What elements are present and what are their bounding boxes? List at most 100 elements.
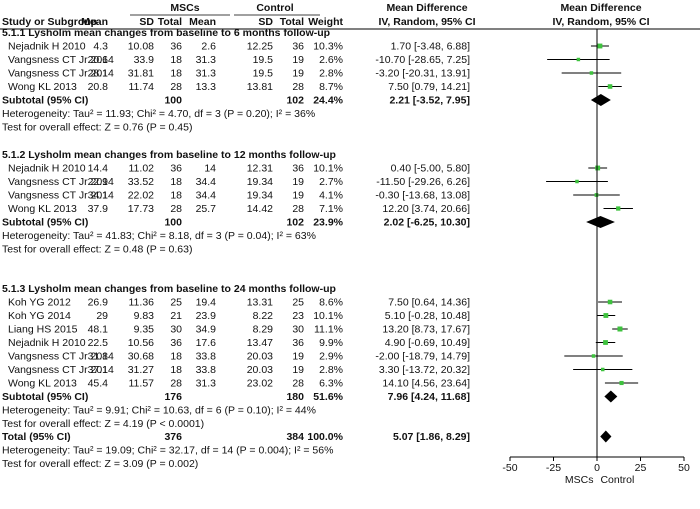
- study-mean-control: 19.4: [196, 297, 217, 309]
- study-weight: 7.1%: [319, 203, 343, 215]
- study-sd-msc: 11.02: [129, 163, 155, 175]
- favours-right-label: Control: [600, 474, 634, 486]
- column-header: Mean: [81, 16, 108, 28]
- total-total-control: 384: [286, 431, 304, 443]
- study-sd-control: 13.31: [247, 297, 273, 309]
- subgroup-overall-test: Test for overall effect: Z = 0.48 (P = 0…: [2, 244, 192, 256]
- subtotal-label: Subtotal (95% CI): [2, 391, 88, 403]
- study-sd-control: 13.47: [247, 337, 273, 349]
- study-total-msc: 18: [170, 54, 182, 66]
- study-sd-control: 14.42: [247, 203, 273, 215]
- study-mean-msc: 37.1: [88, 364, 109, 376]
- subgroup-heterogeneity: Heterogeneity: Tau² = 41.83; Chi² = 8.18…: [2, 230, 316, 242]
- study-ci: 3.30 [-13.72, 20.32]: [379, 364, 470, 376]
- study-ci: -10.70 [-28.65, 7.25]: [375, 54, 470, 66]
- study-ci: 1.70 [-3.48, 6.88]: [391, 41, 470, 53]
- study-weight: 2.8%: [319, 364, 343, 376]
- study-total-msc: 18: [170, 364, 182, 376]
- subtotal-weight: 23.9%: [313, 217, 343, 229]
- study-point: [607, 84, 613, 89]
- study-mean-msc: 4.3: [93, 41, 108, 53]
- study-sd-msc: 11.57: [129, 378, 155, 390]
- study-name: Vangsness CT Jr 2014: [8, 351, 114, 363]
- study-total-msc: 21: [170, 310, 182, 322]
- total-label: Total (95% CI): [2, 431, 71, 443]
- study-sd-msc: 11.36: [129, 297, 155, 309]
- subtotal-total-msc: 100: [164, 217, 182, 229]
- total-total-msc: 376: [164, 431, 182, 443]
- study-point: [607, 299, 613, 305]
- study-point: [575, 179, 579, 184]
- study-sd-control: 23.02: [247, 378, 273, 390]
- study-sd-control: 8.22: [253, 310, 274, 322]
- study-total-control: 19: [292, 54, 304, 66]
- study-sd-msc: 30.68: [128, 351, 154, 363]
- subtotal-total-control: 180: [286, 391, 304, 403]
- subtotal-ci: 2.21 [-3.52, 7.95]: [389, 95, 470, 107]
- study-point: [589, 71, 594, 75]
- study-ci: 14.10 [4.56, 23.64]: [382, 378, 470, 390]
- study-mean-msc: 37.9: [88, 203, 109, 215]
- study-total-control: 36: [292, 337, 304, 349]
- x-axis-tick-label: 25: [635, 462, 647, 474]
- study-total-msc: 30: [170, 324, 182, 336]
- study-weight: 2.7%: [319, 176, 343, 188]
- subtotal-diamond: [590, 94, 611, 106]
- study-mean-msc: 26.9: [88, 297, 109, 309]
- study-total-msc: 25: [170, 297, 182, 309]
- study-weight: 8.7%: [319, 81, 343, 93]
- study-total-msc: 36: [170, 337, 182, 349]
- effect-header-plot: Mean Difference: [560, 2, 641, 14]
- study-weight: 10.3%: [313, 41, 343, 53]
- study-ci: 4.90 [-0.69, 10.49]: [385, 337, 470, 349]
- study-mean-control: 34.9: [196, 324, 217, 336]
- study-name: Nejadnik H 2010: [8, 163, 86, 175]
- subgroup-title: 5.1.2 Lysholm mean changes from baseline…: [2, 149, 336, 161]
- favours-left-label: MSCs: [565, 474, 594, 486]
- study-total-control: 23: [292, 310, 304, 322]
- study-mean-control: 17.6: [196, 337, 217, 349]
- study-total-control: 19: [292, 364, 304, 376]
- study-ci: -3.20 [-20.31, 13.91]: [375, 68, 470, 80]
- column-header: Study or Subgroup: [2, 16, 97, 28]
- study-total-control: 19: [292, 190, 304, 202]
- study-mean-msc: 34.1: [88, 190, 109, 202]
- study-sd-control: 12.25: [247, 41, 273, 53]
- study-mean-control: 13.3: [196, 81, 217, 93]
- study-mean-control: 14: [204, 163, 216, 175]
- subgroup-title: 5.1.1 Lysholm mean changes from baseline…: [2, 27, 330, 39]
- study-point: [597, 43, 603, 49]
- column-header: Total: [280, 16, 304, 28]
- study-mean-msc: 22.5: [88, 337, 109, 349]
- study-name: Nejadnik H 2010: [8, 41, 86, 53]
- study-sd-msc: 33.9: [134, 54, 155, 66]
- study-mean-msc: 14.4: [88, 163, 109, 175]
- study-sd-control: 19.34: [247, 190, 273, 202]
- study-name: Nejadnik H 2010: [8, 337, 86, 349]
- study-mean-control: 25.7: [196, 203, 217, 215]
- study-mean-control: 31.3: [196, 68, 217, 80]
- study-total-msc: 18: [170, 176, 182, 188]
- study-sd-control: 20.03: [247, 364, 273, 376]
- study-ci: -11.50 [-29.26, 6.26]: [376, 176, 470, 188]
- study-sd-control: 8.29: [253, 324, 274, 336]
- x-axis-tick-label: -50: [502, 462, 517, 474]
- study-total-control: 19: [292, 176, 304, 188]
- column-header: SD: [139, 16, 154, 28]
- study-point: [591, 354, 596, 358]
- study-mean-msc: 28.1: [88, 68, 109, 80]
- study-mean-control: 31.3: [196, 378, 217, 390]
- study-total-msc: 36: [170, 41, 182, 53]
- study-name: Vangsness CT Jr 2014: [8, 68, 114, 80]
- subtotal-diamond: [586, 216, 615, 228]
- subtotal-total-msc: 100: [164, 95, 182, 107]
- column-header: IV, Random, 95% CI: [378, 16, 475, 28]
- study-sd-msc: 17.73: [128, 203, 154, 215]
- study-name: Koh YG 2012: [8, 297, 71, 309]
- study-total-msc: 36: [170, 163, 182, 175]
- study-ci: 13.20 [8.73, 17.67]: [382, 324, 470, 336]
- study-weight: 4.1%: [319, 190, 343, 202]
- study-total-msc: 18: [170, 351, 182, 363]
- study-name: Vangsness CT Jr 2014: [8, 176, 114, 188]
- study-weight: 9.9%: [319, 337, 343, 349]
